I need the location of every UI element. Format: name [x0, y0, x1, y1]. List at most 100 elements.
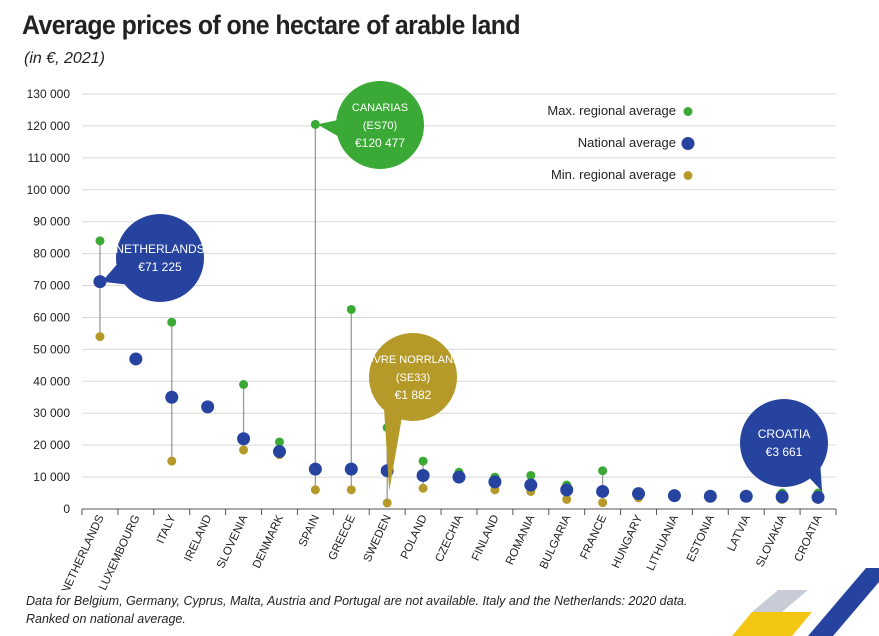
y-tick-label: 30 000	[33, 406, 70, 420]
x-tick-label: FINLAND	[470, 513, 502, 563]
callout-text: €1 882	[395, 388, 432, 402]
min-regional-point	[95, 332, 105, 342]
national-average-point	[129, 352, 143, 366]
x-tick-label: SLOVAKIA	[754, 513, 789, 569]
callout-text: CANARIAS	[352, 102, 408, 114]
max-regional-point	[598, 466, 608, 476]
min-regional-point	[418, 483, 428, 493]
national-average-point	[201, 400, 215, 414]
x-tick-label: LITHUANIA	[645, 513, 681, 573]
legend-marker	[683, 107, 693, 116]
legend-marker	[683, 171, 693, 180]
chart-title: Average prices of one hectare of arable …	[22, 10, 521, 40]
x-tick-label: BULGARIA	[538, 513, 574, 571]
min-regional-point	[382, 498, 392, 508]
min-regional-point	[562, 494, 572, 504]
callout-text: (ES70)	[363, 120, 397, 132]
x-tick-label: ROMANIA	[504, 513, 538, 567]
callout-text: ÖVRE NORRLAND	[365, 354, 461, 366]
footnote-line-2: Ranked on national average.	[26, 612, 186, 626]
x-tick-label: IRELAND	[182, 513, 214, 563]
x-tick-label: HUNGARY	[610, 513, 645, 570]
max-regional-point	[274, 437, 284, 447]
x-tick-label: GREECE	[327, 513, 359, 562]
callout-text: €120 477	[355, 136, 405, 150]
national-average-point	[308, 462, 322, 476]
footnote-line-1: Data for Belgium, Germany, Cyprus, Malta…	[26, 594, 688, 608]
national-average-point	[703, 489, 717, 503]
x-tick-label: ITALY	[155, 513, 179, 546]
max-regional-point	[239, 380, 249, 389]
max-regional-point	[346, 304, 356, 314]
x-tick-label: DENMARK	[251, 513, 286, 570]
y-tick-label: 0	[63, 502, 70, 516]
callout-pointer	[384, 408, 402, 491]
callout-bubble	[116, 214, 204, 302]
min-regional-point	[310, 485, 320, 495]
callout-text: NETHERLANDS	[115, 242, 204, 256]
y-tick-label: 70 000	[33, 279, 70, 293]
x-tick-label: ESTONIA	[685, 513, 717, 564]
max-regional-point	[526, 470, 536, 480]
x-tick-label: SWEDEN	[362, 513, 394, 564]
x-tick-label: POLAND	[399, 513, 430, 561]
national-average-point	[344, 462, 358, 476]
y-tick-label: 20 000	[33, 438, 70, 452]
min-regional-point	[167, 456, 177, 466]
y-tick-label: 80 000	[33, 247, 70, 261]
y-tick-label: 120 000	[27, 119, 71, 133]
max-regional-point	[418, 456, 428, 466]
callout-text: CROATIA	[758, 427, 810, 441]
logo-gray-stripe	[752, 590, 808, 612]
x-tick-label: CROATIA	[793, 513, 825, 564]
callout-text: €71 225	[138, 260, 182, 274]
national-average-point	[452, 470, 466, 484]
x-tick-label: LATVIA	[726, 513, 753, 554]
x-tick-label: FRANCE	[578, 513, 609, 561]
legend-label: National average	[578, 135, 676, 150]
y-tick-label: 40 000	[33, 374, 70, 388]
national-average-point	[524, 478, 538, 492]
national-average-point	[416, 468, 430, 482]
max-regional-point	[310, 119, 320, 129]
x-tick-label: SLOVENIA	[215, 513, 250, 571]
national-average-point	[488, 475, 502, 489]
chart-subtitle: (in €, 2021)	[24, 50, 105, 67]
callout-text: €3 661	[766, 445, 803, 459]
logo-yellow-stripe	[732, 612, 812, 636]
national-average-point	[272, 445, 286, 459]
x-tick-label: SPAIN	[297, 513, 322, 549]
national-average-point	[560, 483, 574, 497]
national-average-point	[165, 390, 179, 404]
national-average-point	[667, 489, 681, 503]
national-average-point	[93, 275, 107, 289]
y-tick-label: 110 000	[28, 151, 71, 165]
callout-text: (SE33)	[396, 372, 430, 384]
callout-bubble	[369, 333, 457, 421]
y-tick-label: 90 000	[33, 215, 70, 229]
y-tick-label: 50 000	[33, 342, 70, 356]
x-tick-label: NETHERLANDS	[60, 513, 107, 590]
national-average-point	[237, 432, 251, 446]
max-regional-point	[167, 317, 177, 327]
min-regional-point	[239, 445, 249, 455]
y-tick-label: 60 000	[33, 310, 70, 324]
legend-marker	[681, 137, 695, 150]
national-average-point	[596, 484, 610, 498]
national-average-point	[775, 490, 789, 504]
max-regional-point	[95, 236, 105, 246]
national-average-point	[811, 490, 825, 504]
y-tick-label: 130 000	[27, 87, 71, 101]
callout-bubble	[740, 399, 828, 487]
x-tick-label: CZECHIA	[434, 513, 466, 564]
national-average-point	[739, 489, 753, 503]
legend-label: Min. regional average	[551, 167, 676, 182]
y-tick-label: 100 000	[27, 183, 71, 197]
chart-svg: 0 10 000 20 000 30 000 40 000 50 000 60 000 70 …	[27, 81, 837, 590]
min-regional-point	[598, 498, 608, 508]
footnote: Data for Belgium, Germany, Cyprus, Malta…	[26, 592, 726, 628]
legend-label: Max. regional average	[547, 103, 676, 118]
min-regional-point	[346, 485, 356, 495]
callout-bubble	[336, 81, 424, 169]
x-tick-label: LUXEMBOURG	[97, 513, 142, 590]
